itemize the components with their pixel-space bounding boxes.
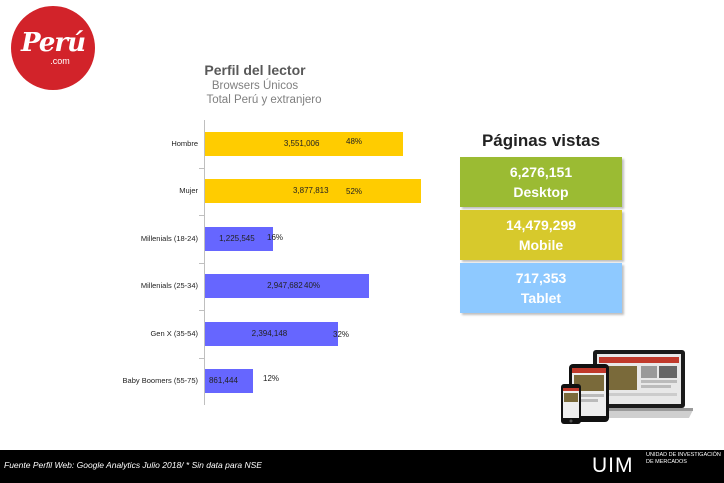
bar-value-label: 2,947,682 bbox=[267, 281, 303, 291]
bar-value-label: 1,225,545 bbox=[219, 233, 255, 243]
bar bbox=[205, 321, 339, 346]
bar-value-label: 861,444 bbox=[208, 376, 238, 386]
chart-subtitle-2: Total Perú y extranjero bbox=[206, 94, 322, 106]
axis-tick bbox=[199, 215, 204, 216]
footer-bar: Fuente Perfil Web: Google Analytics Juli… bbox=[0, 450, 724, 483]
percent-label: 16% bbox=[267, 233, 284, 242]
mobile-value: 14,479,299 bbox=[505, 217, 577, 233]
bar bbox=[205, 226, 274, 251]
category-axis-line bbox=[204, 120, 205, 405]
peru-com-logo[interactable]: Perú .com bbox=[11, 6, 95, 90]
mobile-label: Mobile bbox=[518, 237, 564, 253]
bar bbox=[205, 179, 421, 204]
bar bbox=[205, 131, 403, 156]
bar bbox=[205, 369, 253, 394]
page-views-title: Páginas vistas bbox=[481, 131, 601, 150]
logo-main-text: Perú bbox=[21, 28, 86, 58]
chart-title-block: Perfil del lector Browsers Únicos Total … bbox=[150, 62, 360, 107]
tablet-value: 717,353 bbox=[515, 270, 567, 286]
devices-illustration-icon bbox=[561, 350, 693, 424]
footer-source-note: Fuente Perfil Web: Google Analytics Juli… bbox=[4, 460, 262, 470]
page-views-desktop-card: 6,276,151 Desktop bbox=[460, 157, 622, 207]
percent-label: 40% bbox=[304, 281, 321, 290]
category-label: Hombre bbox=[171, 138, 198, 148]
category-label: Mujer bbox=[179, 186, 198, 196]
bar-value-label: 3,877,813 bbox=[292, 186, 329, 196]
percent-label: 52% bbox=[346, 187, 363, 196]
desktop-value: 6,276,151 bbox=[509, 164, 573, 180]
percent-label: 12% bbox=[263, 374, 280, 383]
category-label: Millenials (18-24) bbox=[140, 233, 198, 243]
bar-value-label: 3,551,006 bbox=[283, 138, 320, 148]
uim-logo: UIM bbox=[592, 454, 634, 477]
logo-sub-text: .com bbox=[50, 56, 70, 66]
category-label: Baby Boomers (55-75) bbox=[122, 376, 198, 386]
chart-title: Perfil del lector bbox=[204, 62, 306, 78]
reader-profile-bar-chart: Hombre 3,551,006 48% Mujer 3,877,813 52% Mille… bbox=[100, 120, 421, 405]
desktop-label: Desktop bbox=[513, 184, 569, 200]
category-label: Millenials (25-34) bbox=[140, 281, 198, 291]
bar bbox=[205, 274, 370, 299]
bar-value-label: 2,394,148 bbox=[251, 328, 288, 338]
axis-tick bbox=[199, 357, 204, 359]
axis-tick bbox=[199, 310, 204, 311]
page-views-tablet-card: 717,353 Tablet bbox=[460, 263, 622, 313]
tablet-label: Tablet bbox=[520, 290, 562, 306]
chart-subtitle-1: Browsers Únicos bbox=[211, 80, 299, 92]
category-label: Gen X (35-54) bbox=[150, 328, 198, 338]
page-views-mobile-card: 14,479,299 Mobile bbox=[460, 210, 622, 260]
axis-tick bbox=[199, 262, 204, 264]
percent-label: 32% bbox=[333, 330, 350, 339]
uim-description: UNIDAD DE INVESTIGACIÓN DE MERCADOS bbox=[646, 452, 721, 465]
axis-tick bbox=[199, 167, 204, 169]
percent-label: 48% bbox=[346, 137, 363, 146]
